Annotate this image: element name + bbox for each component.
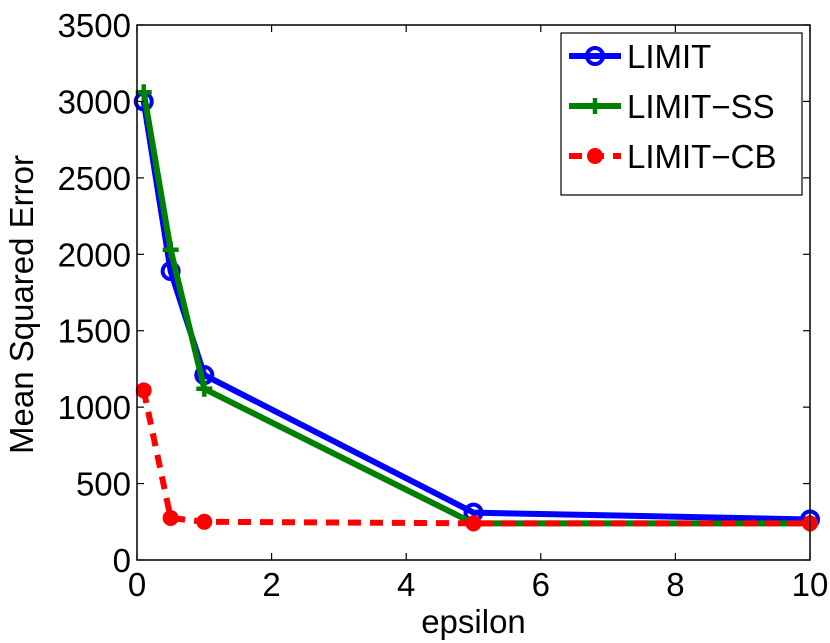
legend-swatch-marker <box>585 46 605 66</box>
x-tick-label: 6 <box>532 566 550 603</box>
data-point <box>196 380 213 397</box>
legend-swatch-marker <box>587 98 603 114</box>
data-point <box>135 382 152 399</box>
x-axis-label: epsilon <box>421 603 526 640</box>
y-tick-label: 0 <box>113 542 131 579</box>
legend-label: LIMIT−CB <box>627 138 776 175</box>
y-tick-label: 3500 <box>58 7 131 44</box>
data-point <box>162 509 179 526</box>
legend: LIMIT LIMIT−SS LIMIT−CB <box>560 32 803 196</box>
series-layer <box>133 84 820 532</box>
y-tick-label: 500 <box>76 466 131 503</box>
legend-swatch-marker <box>587 148 603 164</box>
y-tick-label: 3000 <box>58 83 131 120</box>
y-tick-label: 2000 <box>58 236 131 273</box>
x-tick-label: 10 <box>792 566 829 603</box>
x-tick-label: 0 <box>128 566 146 603</box>
legend-item: LIMIT−CB <box>569 138 776 175</box>
x-tick-label: 8 <box>666 566 684 603</box>
data-point <box>465 515 482 532</box>
legend-label: LIMIT−SS <box>627 88 775 125</box>
data-point <box>162 241 179 258</box>
data-point <box>135 84 152 101</box>
x-tick-label: 4 <box>397 566 415 603</box>
axis-ticks: 0 2 4 6 8 10 0 500 1000 1500 2000 2500 3000 3500 <box>58 7 829 603</box>
legend-label: LIMIT <box>627 38 711 75</box>
y-tick-label: 1500 <box>58 313 131 350</box>
x-tick-label: 2 <box>262 566 280 603</box>
series-2 <box>135 382 818 532</box>
data-point <box>196 513 213 530</box>
plot-frame <box>136 24 811 561</box>
y-tick-label: 1000 <box>58 389 131 426</box>
y-tick-label: 2500 <box>58 160 131 197</box>
y-axis-label: Mean Squared Error <box>3 155 40 454</box>
legend-item: LIMIT−SS <box>569 88 775 125</box>
legend-item: LIMIT <box>569 38 711 75</box>
